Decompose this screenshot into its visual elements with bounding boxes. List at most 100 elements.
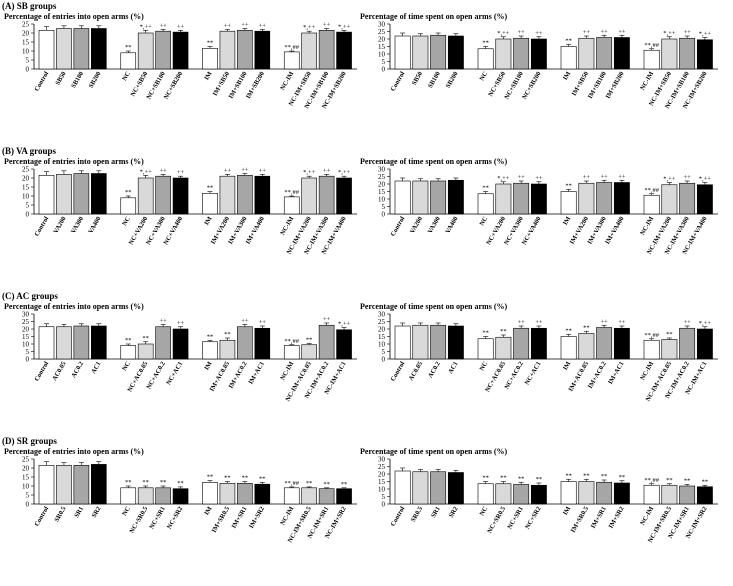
category-label: VA200 [52, 216, 67, 235]
category-label: Control [390, 505, 407, 527]
significance-label: *,++ [497, 30, 510, 37]
bar [120, 197, 137, 215]
significance-label: ** [565, 182, 572, 189]
bar [447, 35, 464, 70]
significance-label: ** [518, 475, 525, 482]
category-label: VA200 [409, 216, 424, 235]
category-label: NC-IM [639, 361, 655, 382]
significance-label: ++ [618, 28, 626, 35]
category-label: SB200 [445, 71, 460, 90]
significance-label: ++ [683, 174, 691, 181]
significance-label: ** [702, 478, 709, 485]
bar [578, 182, 595, 215]
category-label: SB100 [427, 71, 442, 90]
bar [137, 487, 154, 505]
bar [155, 487, 171, 505]
category-label: NC+SR1 [148, 506, 166, 531]
bar [318, 29, 335, 70]
significance-label: ** [500, 475, 507, 482]
category-label: VA300 [427, 216, 442, 235]
y-tick-label: 15 [22, 333, 30, 341]
bar [202, 341, 218, 360]
significance-label: ++ [583, 174, 591, 181]
significance-label: ++ [600, 28, 608, 35]
category-label: NC [121, 360, 132, 372]
bar [38, 464, 55, 505]
category-label: NC+SR1 [506, 506, 524, 531]
category-label: IM+SB200 [605, 71, 626, 101]
y-tick-label: 20 [22, 175, 30, 183]
significance-label: *,++ [497, 175, 510, 182]
significance-label: ** [684, 478, 691, 485]
category-label: VA300 [70, 216, 85, 235]
category-label: NC [479, 215, 490, 227]
y-tick-label: 15 [378, 188, 386, 196]
category-label: IM+SB200 [245, 71, 266, 101]
y-tick-label: 15 [378, 333, 386, 341]
y-tick-label: 10 [378, 196, 386, 204]
chart-title: Percentage of time spent on open arms (%… [360, 157, 507, 166]
significance-label: *,++ [699, 320, 712, 327]
significance-label: ** [500, 328, 507, 335]
bar [661, 184, 678, 215]
bar [137, 177, 154, 215]
y-tick-label: 30 [378, 311, 386, 319]
significance-label: *,++ [699, 31, 712, 38]
bar [202, 193, 218, 215]
category-label: Control [390, 215, 407, 237]
bar [38, 29, 55, 70]
category-label: AC0.05 [51, 360, 68, 382]
significance-label: ** [259, 475, 266, 482]
chart: Percentage of time spent on open arms (%… [360, 157, 718, 256]
category-label: IM [562, 71, 572, 82]
category-label: VA400 [87, 216, 102, 235]
y-tick-label: 25 [378, 318, 386, 326]
significance-label: ** [224, 331, 231, 338]
significance-label: ++ [323, 316, 331, 323]
bar [237, 29, 253, 70]
category-label: Control [33, 70, 50, 92]
bar [336, 329, 352, 360]
y-tick-label: 20 [22, 326, 30, 334]
bar [237, 326, 253, 360]
significance-label: ** [207, 333, 214, 340]
category-label: NC+AC0.2 [503, 361, 524, 391]
bar [318, 324, 335, 360]
chart: Percentage of time spent on open arms (%… [360, 447, 718, 544]
panel-heading: (C) AC groups [2, 291, 58, 301]
significance-label: ** [482, 475, 489, 482]
category-label: NC-IM [279, 361, 295, 382]
bar [412, 324, 429, 360]
bar [596, 481, 613, 505]
significance-label: *,++ [303, 169, 316, 176]
bar [430, 324, 447, 360]
category-label: IM+SR0.5 [211, 505, 232, 534]
bar [120, 345, 137, 360]
bar [237, 482, 253, 505]
category-label: IM+VA400 [604, 216, 625, 246]
bar [495, 336, 512, 360]
category-label: IM+AC0.2 [587, 361, 608, 390]
category-label: NC+AC1 [165, 361, 184, 387]
chart: Percentage of time spent on open arms (%… [360, 12, 718, 110]
bar [477, 483, 494, 505]
bar [91, 28, 107, 70]
category-label: NC-IM [639, 71, 655, 92]
bar [596, 37, 613, 70]
chart-title: Percentage of entries into open arms (%) [4, 302, 144, 311]
y-tick-label: 15 [22, 39, 30, 47]
category-label: SR1 [430, 506, 442, 520]
significance-label: ++ [600, 318, 608, 325]
y-tick-label: 25 [22, 21, 30, 29]
category-label: NC+SR2 [166, 506, 184, 531]
bar [560, 336, 577, 360]
y-tick-label: 5 [382, 348, 386, 356]
bar [283, 51, 300, 70]
y-tick-label: 20 [378, 326, 386, 334]
bar [560, 191, 577, 215]
bar [301, 32, 317, 70]
category-label: IM+SB50 [212, 70, 231, 97]
bar [696, 486, 713, 505]
